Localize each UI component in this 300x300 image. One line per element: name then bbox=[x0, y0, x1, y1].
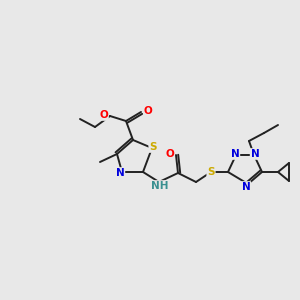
Text: O: O bbox=[165, 149, 174, 159]
Text: N: N bbox=[242, 182, 250, 192]
Text: N: N bbox=[250, 149, 260, 159]
Text: O: O bbox=[99, 110, 108, 120]
Text: S: S bbox=[207, 167, 215, 177]
Text: N: N bbox=[116, 168, 124, 178]
Text: S: S bbox=[149, 142, 157, 152]
Text: N: N bbox=[231, 149, 239, 159]
Text: NH: NH bbox=[151, 181, 169, 191]
Text: O: O bbox=[144, 106, 153, 116]
